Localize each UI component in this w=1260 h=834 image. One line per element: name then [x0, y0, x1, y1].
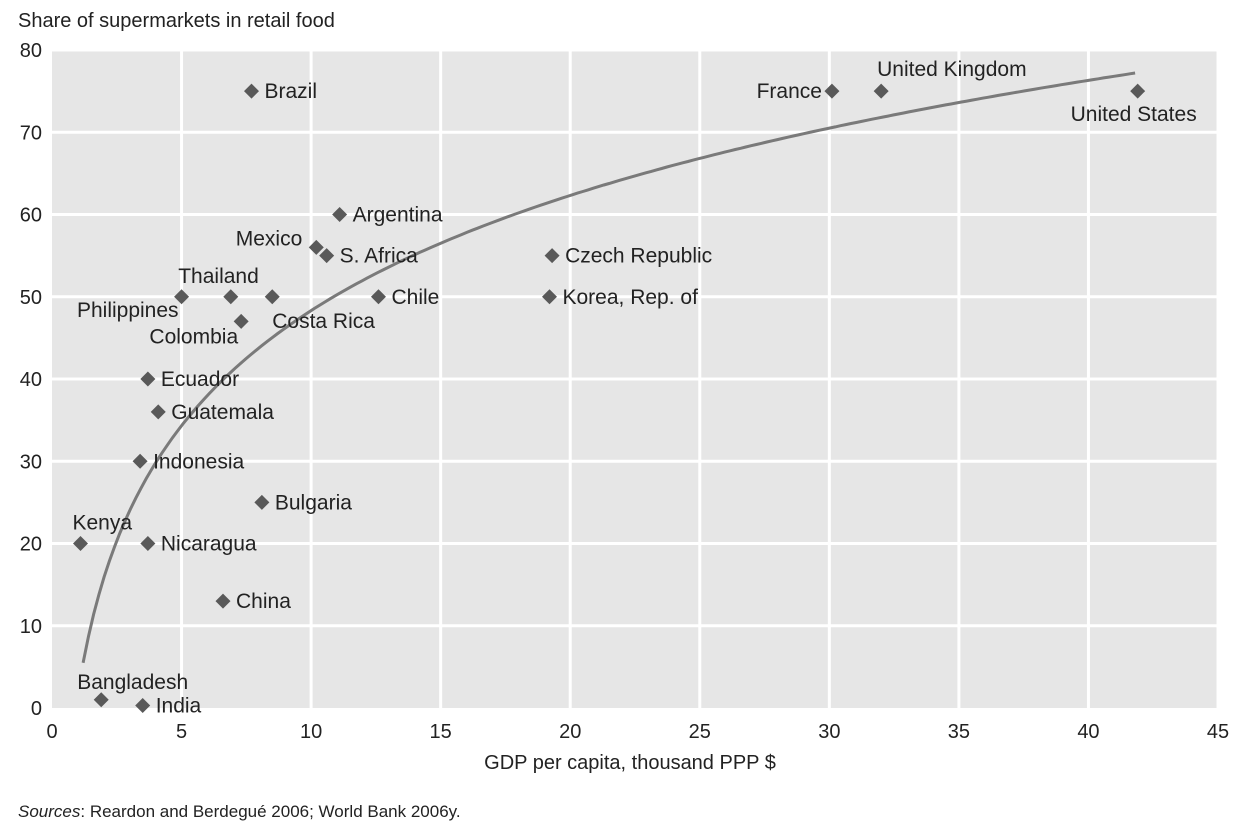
data-point	[370, 289, 386, 305]
x-tick-label: 0	[46, 721, 57, 743]
y-tick-label: 80	[20, 40, 42, 62]
sources-text: : Reardon and Berdegué 2006; World Bank …	[80, 802, 461, 821]
y-tick-label: 70	[20, 122, 42, 144]
point-label: Costa Rica	[272, 310, 375, 333]
point-label: United States	[1071, 103, 1197, 126]
point-label: Philippines	[77, 299, 179, 322]
point-label: Guatemala	[171, 401, 274, 424]
data-point	[1130, 83, 1146, 99]
y-axis-label: Share of supermarkets in retail food	[18, 10, 335, 32]
point-label: Colombia	[149, 325, 238, 348]
point-label: Korea, Rep. of	[562, 286, 698, 309]
x-tick-label: 20	[559, 721, 581, 743]
sources-prefix: Sources	[18, 802, 81, 821]
point-label: France	[757, 80, 822, 103]
data-point	[215, 593, 231, 609]
y-tick-label: 40	[20, 369, 42, 391]
data-point	[132, 453, 148, 469]
point-label: Nicaragua	[161, 533, 257, 556]
point-label: Mexico	[236, 227, 303, 250]
y-tick-label: 30	[20, 451, 42, 473]
point-label: Chile	[391, 286, 439, 309]
x-tick-label: 10	[300, 721, 322, 743]
y-tick-label: 60	[20, 205, 42, 227]
point-label: Kenya	[73, 512, 133, 535]
point-label: Bangladesh	[77, 671, 188, 694]
point-label: Brazil	[265, 80, 318, 103]
data-point	[544, 248, 560, 264]
data-point	[244, 83, 260, 99]
y-tick-label: 50	[20, 287, 42, 309]
x-tick-label: 5	[176, 721, 187, 743]
data-point	[873, 83, 889, 99]
data-point	[73, 536, 89, 551]
data-point	[223, 289, 239, 305]
y-tick-label: 20	[20, 534, 42, 556]
x-tick-label: 35	[948, 721, 970, 743]
point-label: Ecuador	[161, 368, 239, 391]
x-axis-label: GDP per capita, thousand PPP $	[484, 752, 776, 774]
data-point	[541, 289, 557, 305]
data-point	[135, 698, 151, 714]
data-point	[308, 239, 324, 255]
data-point	[93, 692, 109, 708]
point-label: Indonesia	[153, 450, 244, 473]
sources-note: Sources: Reardon and Berdegué 2006; Worl…	[18, 802, 461, 822]
point-label: India	[156, 695, 202, 718]
data-point	[140, 536, 156, 551]
point-label: Thailand	[178, 265, 259, 288]
point-label: Bulgaria	[275, 491, 352, 514]
trend-curve	[81, 71, 1136, 664]
y-tick-label: 0	[31, 698, 42, 720]
x-tick-label: 40	[1077, 721, 1099, 743]
data-point	[264, 289, 280, 305]
data-point	[233, 313, 249, 329]
point-label: S. Africa	[340, 245, 419, 268]
data-point	[174, 289, 190, 305]
data-point	[254, 494, 270, 510]
point-label: Argentina	[353, 204, 443, 227]
y-tick-label: 10	[20, 616, 42, 638]
data-point	[824, 83, 840, 99]
x-tick-label: 15	[430, 721, 452, 743]
x-tick-label: 25	[689, 721, 711, 743]
point-label: United Kingdom	[877, 58, 1026, 81]
point-label: Czech Republic	[565, 245, 712, 268]
data-point	[319, 248, 335, 264]
data-point	[140, 371, 156, 387]
x-tick-label: 30	[818, 721, 840, 743]
data-point	[150, 404, 166, 420]
data-point	[332, 207, 348, 222]
point-label: China	[236, 590, 291, 613]
x-tick-label: 45	[1207, 721, 1229, 743]
